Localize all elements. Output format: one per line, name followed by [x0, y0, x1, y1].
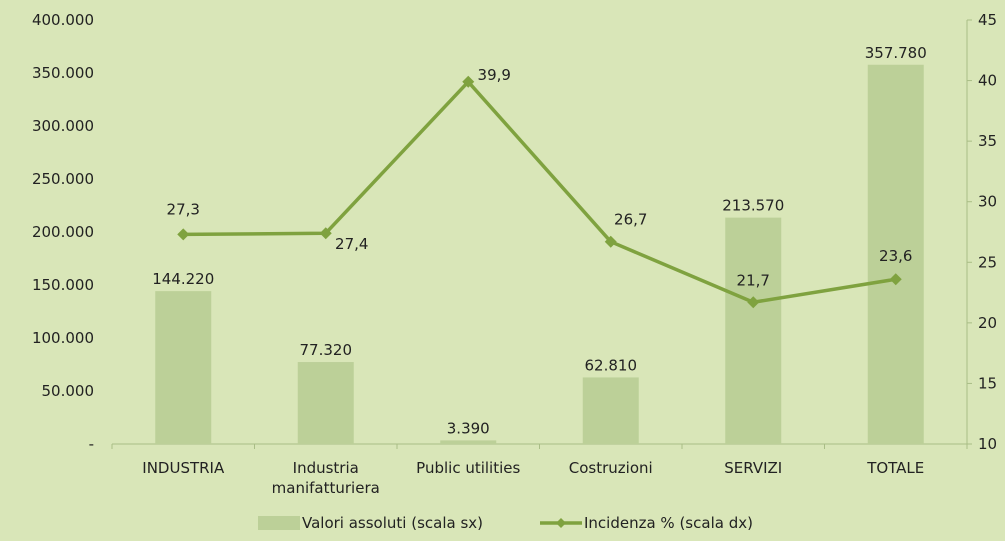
- legend-line-label: Incidenza % (scala dx): [584, 514, 753, 532]
- legend-bar-label: Valori assoluti (scala sx): [302, 514, 483, 532]
- bar-data-label: 213.570: [722, 197, 784, 215]
- bar-data-label: 3.390: [447, 419, 490, 437]
- x-category-label: INDUSTRIA: [142, 459, 225, 477]
- x-category-label-line: Costruzioni: [569, 459, 653, 477]
- x-category-label: TOTALE: [866, 459, 924, 477]
- x-category-label: Industria manifatturiera: [272, 459, 380, 497]
- line-data-label: 21,7: [737, 271, 770, 289]
- bar-data-label: 144.220: [152, 270, 214, 288]
- y-right-tick-label: 25: [978, 253, 997, 271]
- line-data-label: 23,6: [879, 247, 912, 265]
- x-category-label-line: SERVIZI: [724, 459, 782, 477]
- bar: [725, 217, 782, 444]
- y-right-tick-label: 15: [978, 374, 997, 392]
- line-series: [183, 80, 897, 305]
- y-right-tick-label: 45: [978, 11, 997, 29]
- bar-data-label: 357.780: [865, 44, 927, 62]
- line-data-label: 39,9: [478, 66, 511, 84]
- y-right-tick-label: 40: [978, 72, 997, 90]
- x-category-label: Costruzioni: [569, 459, 653, 477]
- legend-line-marker: [556, 518, 566, 528]
- line-point: [462, 75, 475, 88]
- bar: [297, 362, 354, 444]
- x-category-label-line: Industria: [293, 459, 359, 477]
- line-point: [604, 235, 617, 248]
- bar: [582, 377, 639, 444]
- y-left-tick-label: 350.000: [32, 64, 94, 82]
- x-category-label: SERVIZI: [724, 459, 782, 477]
- bar: [867, 64, 924, 444]
- line-data-label: 27,3: [167, 200, 200, 218]
- y-left-tick-label: 400.000: [32, 11, 94, 29]
- y-left-tick-label: 300.000: [32, 117, 94, 135]
- x-category-label-line: manifatturiera: [272, 479, 380, 497]
- x-category-label-line: INDUSTRIA: [142, 459, 225, 477]
- y-right-tick-label: 30: [978, 193, 997, 211]
- line-point: [177, 228, 190, 241]
- bar: [440, 440, 497, 444]
- line-data-label: 27,4: [335, 235, 368, 253]
- bar-data-label: 77.320: [300, 341, 353, 359]
- line-point: [889, 273, 902, 286]
- y-left-tick-label: 100.000: [32, 329, 94, 347]
- x-category-label-line: Public utilities: [416, 459, 520, 477]
- line-data-label: 26,7: [614, 211, 647, 229]
- y-left-tick-label: -: [89, 435, 94, 453]
- line-point: [747, 296, 760, 309]
- x-category-label: Public utilities: [416, 459, 520, 477]
- y-left-tick-label: 150.000: [32, 276, 94, 294]
- legend-bar-swatch: [258, 516, 300, 530]
- y-right-tick-label: 10: [978, 435, 997, 453]
- bar-data-label: 62.810: [585, 356, 638, 374]
- x-category-label-line: TOTALE: [866, 459, 924, 477]
- line-point: [319, 227, 332, 240]
- y-left-tick-label: 50.000: [42, 382, 95, 400]
- bar: [155, 291, 212, 444]
- y-left-tick-label: 200.000: [32, 223, 94, 241]
- y-right-tick-label: 35: [978, 132, 997, 150]
- y-right-tick-label: 20: [978, 314, 997, 332]
- y-left-tick-label: 250.000: [32, 170, 94, 188]
